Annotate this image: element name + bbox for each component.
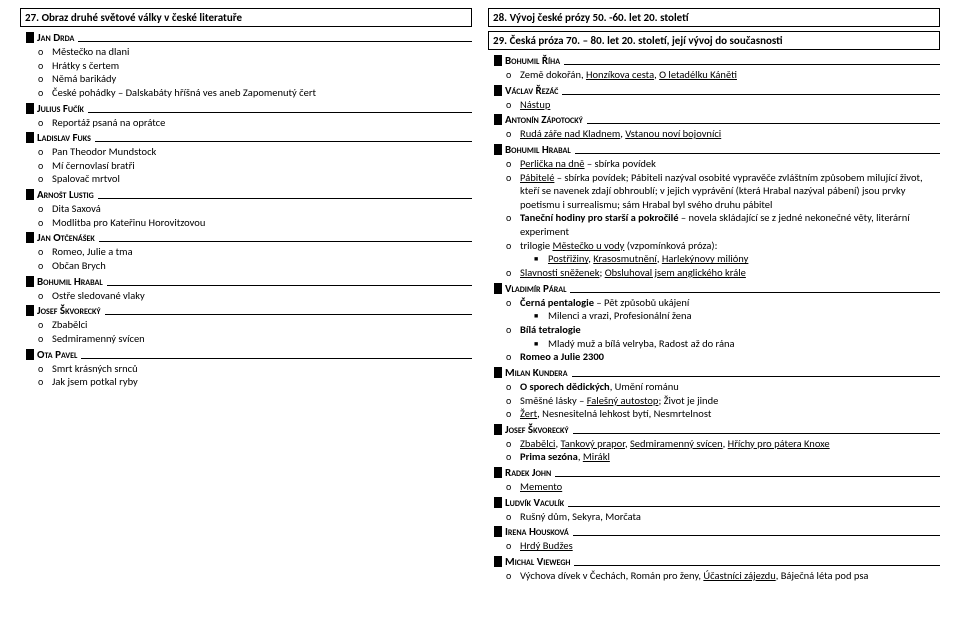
work-item: oHrátky s čertem (38, 59, 472, 73)
work-item: oČeské pohádky – Dalskabáty hříšná ves a… (38, 86, 472, 100)
author-heading: Bohumil Říha (494, 54, 940, 67)
work-item: oMemento (506, 480, 940, 494)
work-item: oSpalovač mrtvol (38, 172, 472, 186)
work-item: oŽert, Nesnesitelná lehkost bytí, Nesmrt… (506, 407, 940, 421)
work-item: oO sporech dědických, Umění románu (506, 380, 940, 394)
work-item: oDita Saxová (38, 202, 472, 216)
work-item: oSedmiramenný svícen (38, 332, 472, 346)
work-item: oBílá tetralogie (506, 323, 940, 337)
author-heading: Bohumil Hrabal (26, 275, 472, 288)
author-heading: Václav Řezáč (494, 84, 940, 97)
work-item: oHrdý Budžes (506, 539, 940, 553)
work-item: oOstře sledované vlaky (38, 289, 472, 303)
work-subitem: ■Postřižiny, Krasosmutnění, Harlekýnovy … (534, 252, 940, 266)
author-heading: Arnošt Lustig (26, 188, 472, 201)
author-heading: Josef Škvorecký (26, 304, 472, 317)
work-item: oPrima sezóna, Mirákl (506, 450, 940, 464)
author-heading: Michal Viewegh (494, 555, 940, 568)
work-item: oZemě dokořán, Honzíkova cesta, O letadé… (506, 68, 940, 82)
author-heading: Jan Drda (26, 31, 472, 44)
author-heading: Ladislav Fuks (26, 131, 472, 144)
work-item: oPan Theodor Mundstock (38, 145, 472, 159)
work-item: oReportáž psaná na oprátce (38, 116, 472, 130)
work-item: oSmrt krásných srnců (38, 362, 472, 376)
work-item: oZbabělci, Tankový prapor, Sedmiramenný … (506, 437, 940, 451)
right-column: 28. Vývoj české prózy 50. -60. let 20. s… (480, 8, 948, 613)
work-item: oZbabělci (38, 318, 472, 332)
work-item: oObčan Brych (38, 259, 472, 273)
author-heading: Milan Kundera (494, 366, 940, 379)
work-subitem: ■Mladý muž a bílá velryba, Radost až do … (534, 337, 940, 351)
author-heading: Radek John (494, 466, 940, 479)
author-heading: Antonín Zápotocký (494, 113, 940, 126)
author-heading: Ota Pavel (26, 348, 472, 361)
work-item: oMí černovlasí bratři (38, 159, 472, 173)
work-subitem: ■Milenci a vrazi, Profesionální žena (534, 309, 940, 323)
work-item: oSlavnosti sněženek; Obsluhoval jsem ang… (506, 266, 940, 280)
work-item: oMěstečko na dlani (38, 45, 472, 59)
topic-27: 27. Obraz druhé světové války v české li… (20, 8, 472, 27)
author-heading: Julius Fučík (26, 102, 472, 115)
work-item: otrilogie Městečko u vody (vzpomínková p… (506, 239, 940, 253)
topic-28: 28. Vývoj české prózy 50. -60. let 20. s… (488, 8, 940, 27)
author-heading: Jan Otčenášek (26, 231, 472, 244)
work-item: oRomeo a Julie 2300 (506, 350, 940, 364)
work-item: oTaneční hodiny pro starší a pokročilé –… (506, 211, 940, 238)
author-heading: Josef Škvorecký (494, 423, 940, 436)
work-item: oPerlička na dně – sbírka povídek (506, 157, 940, 171)
work-item: oPábitelé – sbírka povídek; Pábiteli naz… (506, 171, 940, 212)
work-item: oNástup (506, 98, 940, 112)
work-item: oČerná pentalogie – Pět způsobů ukájení (506, 296, 940, 310)
work-item: oRudá záře nad Kladnem, Vstanou noví boj… (506, 127, 940, 141)
author-heading: Bohumil Hrabal (494, 143, 940, 156)
topic-29: 29. Česká próza 70. – 80. let 20. stolet… (488, 31, 940, 50)
left-column: 27. Obraz druhé světové války v české li… (12, 8, 480, 613)
work-item: oRomeo, Julie a tma (38, 245, 472, 259)
author-heading: Ludvík Vaculík (494, 496, 940, 509)
author-heading: Irena Housková (494, 525, 940, 538)
work-item: oModlitba pro Kateřinu Horovitzovou (38, 216, 472, 230)
work-item: oJak jsem potkal ryby (38, 375, 472, 389)
work-item: oSměšné lásky – Falešný autostop; Život … (506, 394, 940, 408)
work-item: oVýchova dívek v Čechách, Román pro ženy… (506, 569, 940, 583)
author-heading: Vladimír Páral (494, 282, 940, 295)
work-item: oNěmá barikády (38, 72, 472, 86)
work-item: oRušný dům, Sekyra, Morčata (506, 510, 940, 524)
